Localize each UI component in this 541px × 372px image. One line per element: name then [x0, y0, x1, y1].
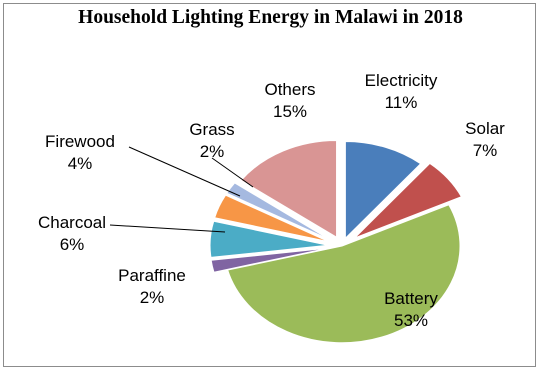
label-others: Others [264, 80, 315, 99]
percent-solar: 7% [473, 141, 498, 160]
leader-line-charcoal [109, 224, 226, 233]
label-charcoal: Charcoal [38, 213, 106, 232]
percent-others: 15% [273, 102, 307, 121]
slice-battery [227, 204, 461, 344]
percent-electricity: 11% [385, 93, 418, 112]
label-electricity: Electricity [365, 71, 438, 90]
leader-line-grass [211, 157, 254, 188]
slice-electricity [344, 141, 422, 240]
label-paraffine: Paraffine [118, 266, 186, 285]
percent-firewood: 4% [68, 154, 93, 173]
slice-solar [354, 162, 463, 239]
slice-charcoal [209, 220, 329, 258]
percent-charcoal: 6% [60, 235, 85, 254]
slice-others [240, 139, 338, 239]
percent-paraffine: 2% [140, 288, 165, 307]
label-grass: Grass [189, 120, 234, 139]
percent-battery: 53% [394, 311, 428, 330]
leader-line-firewood [128, 146, 241, 197]
slice-grass [226, 182, 331, 241]
slice-firewood [214, 194, 330, 243]
chart-title: Household Lighting Energy in Malawi in 2… [78, 7, 463, 28]
label-battery: Battery [384, 289, 438, 308]
label-firewood: Firewood [45, 132, 115, 151]
percent-grass: 2% [200, 142, 225, 161]
slice-paraffine [210, 247, 329, 273]
label-solar: Solar [465, 119, 505, 138]
